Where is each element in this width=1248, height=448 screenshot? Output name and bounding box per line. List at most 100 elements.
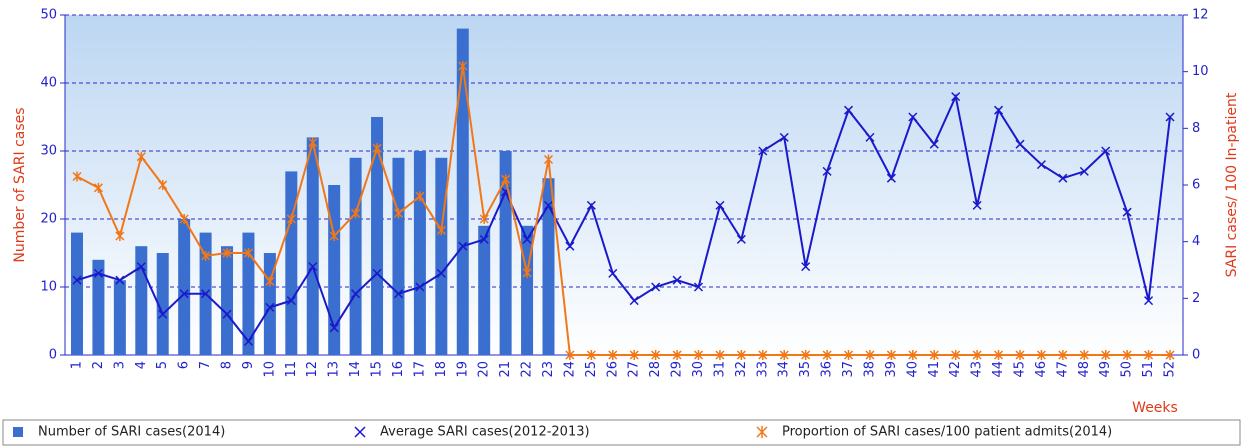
- point-marker: [972, 200, 982, 210]
- point-marker: [243, 336, 253, 346]
- point-marker: [1101, 146, 1111, 156]
- point-marker: [886, 350, 896, 360]
- point-marker: [886, 173, 896, 183]
- line: [76, 93, 1171, 344]
- bar: [542, 178, 555, 355]
- point-marker: [479, 234, 489, 244]
- point-marker: [758, 146, 768, 156]
- y2-tick-label: 6: [1192, 178, 1200, 193]
- point-marker: [115, 275, 125, 285]
- point-marker: [629, 296, 639, 306]
- point-marker: [951, 92, 961, 102]
- point-marker: [501, 174, 511, 185]
- point-marker: [1036, 160, 1046, 170]
- point-marker: [179, 214, 189, 224]
- x-tick-label: 32: [734, 361, 749, 378]
- point-marker: [458, 61, 468, 71]
- x-tick-label: 15: [370, 361, 385, 378]
- bar: [71, 232, 83, 355]
- x-tick-label: 23: [541, 361, 556, 378]
- x-tick-label: 39: [884, 361, 899, 378]
- x-tick-label: 48: [1077, 361, 1092, 378]
- legend-swatch: [756, 426, 768, 438]
- y-tick-label: 40: [40, 76, 57, 91]
- point-marker: [736, 350, 746, 360]
- bar: [499, 151, 512, 355]
- point-marker: [308, 137, 318, 148]
- x-tick-label: 52: [1163, 361, 1178, 378]
- point-marker: [715, 350, 725, 360]
- x-tick-label: 37: [841, 361, 856, 378]
- y2-tick-label: 4: [1192, 234, 1200, 249]
- point-marker: [736, 234, 746, 244]
- point-marker: [372, 143, 382, 154]
- point-marker: [1122, 350, 1132, 360]
- x-tick-label: 12: [305, 361, 320, 378]
- point-marker: [1079, 166, 1089, 176]
- point-marker: [1015, 139, 1025, 149]
- x-tick-label: 2: [91, 361, 106, 369]
- point-marker: [72, 171, 82, 182]
- point-marker: [1079, 350, 1089, 360]
- x-tick-label: 33: [755, 361, 770, 378]
- bar: [92, 259, 105, 355]
- point-marker: [115, 231, 125, 241]
- line: [76, 65, 1170, 356]
- point-marker: [308, 262, 318, 272]
- x-tick-label: 34: [777, 361, 792, 378]
- x-tick-label: 36: [820, 361, 835, 378]
- point-marker: [436, 225, 446, 236]
- point-marker: [243, 248, 253, 258]
- point-marker: [265, 276, 275, 287]
- point-marker: [651, 350, 661, 360]
- x-tick-label: 4: [134, 361, 149, 369]
- point-marker: [158, 180, 168, 190]
- x-tick-label: 18: [434, 361, 449, 378]
- point-marker: [372, 268, 382, 278]
- point-marker: [136, 262, 146, 272]
- x-tick-label: 5: [155, 361, 170, 369]
- point-marker: [1101, 350, 1111, 360]
- legend: [2, 419, 1241, 446]
- point-marker: [865, 350, 875, 360]
- bar: [371, 117, 384, 355]
- point-marker: [565, 350, 575, 360]
- point-marker: [179, 289, 189, 299]
- y-tick-label: 0: [49, 348, 57, 363]
- x-tick-label: 31: [712, 361, 727, 378]
- point-marker: [436, 268, 446, 278]
- y-tick-label: 10: [40, 280, 57, 295]
- point-marker: [693, 350, 704, 360]
- x-tick-label: 25: [584, 361, 599, 378]
- legend-label: Proportion of SARI cases/100 patient adm…: [782, 425, 1112, 440]
- y-tick-label: 30: [40, 144, 57, 159]
- legend-label: Number of SARI cases(2014): [38, 425, 225, 440]
- legend-swatch: [13, 427, 23, 437]
- bar: [156, 253, 169, 355]
- point-marker: [415, 191, 425, 202]
- legend-label: Average SARI cases(2012-2013): [380, 425, 590, 440]
- bar: [435, 157, 448, 355]
- point-marker: [522, 267, 532, 278]
- bar: [456, 28, 469, 355]
- point-marker: [329, 231, 339, 241]
- y2-tick-label: 10: [1192, 64, 1209, 79]
- point-marker: [779, 132, 789, 142]
- x-tick-label: 42: [948, 361, 963, 378]
- point-marker: [929, 139, 939, 149]
- point-marker: [801, 262, 811, 272]
- bar: [328, 185, 341, 355]
- point-marker: [1058, 173, 1068, 183]
- x-tick-label: 8: [220, 361, 235, 369]
- point-marker: [351, 208, 361, 219]
- point-marker: [672, 275, 682, 285]
- point-marker: [758, 350, 768, 360]
- point-marker: [994, 105, 1004, 115]
- point-marker: [843, 350, 854, 360]
- point-marker: [972, 350, 982, 360]
- x-tick-label: 49: [1098, 361, 1113, 378]
- point-marker: [693, 282, 704, 292]
- y2-tick-label: 12: [1192, 8, 1209, 23]
- bar: [285, 171, 298, 355]
